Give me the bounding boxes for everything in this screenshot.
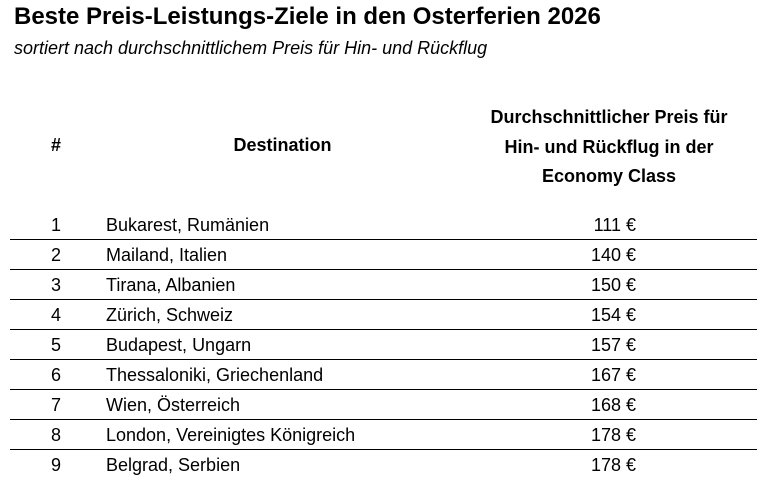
destination-cell: Wien, Österreich (106, 395, 241, 415)
price-cell: 111 € (593, 215, 636, 235)
column-header-price: Durchschnittlicher Preis für Hin- und Rü… (450, 103, 761, 192)
table-row: 5 Budapest, Ungarn 157 € (10, 330, 757, 360)
price-cell: 168 € (590, 395, 636, 415)
rank-cell: 1 (50, 215, 61, 235)
destination-cell: Budapest, Ungarn (106, 335, 252, 355)
table-row: 1 Bukarest, Rumänien 111 € (10, 210, 757, 240)
price-cell: 154 € (590, 305, 636, 325)
rank-cell: 3 (50, 275, 61, 295)
column-header-price-line-1: Durchschnittlicher Preis für (490, 107, 728, 127)
table-row: 7 Wien, Österreich 168 € (10, 390, 757, 420)
column-header-price-line-3: Economy Class (541, 166, 677, 186)
price-cell: 167 € (590, 365, 636, 385)
destination-cell: Bukarest, Rumänien (106, 215, 270, 235)
destination-cell: Tirana, Albanien (106, 275, 236, 295)
price-cell: 140 € (590, 245, 636, 265)
table-row: 6 Thessaloniki, Griechenland 167 € (10, 360, 757, 390)
page-subtitle: sortiert nach durchschnittlichem Preis f… (14, 38, 488, 58)
table-row: 3 Tirana, Albanien 150 € (10, 270, 757, 300)
price-cell: 157 € (590, 335, 636, 355)
destination-cell: Belgrad, Serbien (106, 455, 241, 475)
rank-cell: 2 (50, 245, 61, 265)
table-row: 8 London, Vereinigtes Königreich 178 € (10, 420, 757, 450)
rank-cell: 5 (50, 335, 61, 355)
destination-cell: Zürich, Schweiz (106, 305, 234, 325)
destination-cell: London, Vereinigtes Königreich (106, 425, 356, 445)
table-row: 4 Zürich, Schweiz 154 € (10, 300, 757, 330)
rank-cell: 8 (50, 425, 61, 445)
price-cell: 178 € (590, 455, 636, 475)
rank-cell: 4 (50, 305, 61, 325)
column-header-destination: Destination (233, 135, 332, 155)
rank-cell: 6 (50, 365, 61, 385)
table-row: 2 Mailand, Italien 140 € (10, 240, 757, 270)
table-row: 9 Belgrad, Serbien 178 € (10, 450, 757, 479)
price-cell: 178 € (590, 425, 636, 445)
destination-cell: Thessaloniki, Griechenland (106, 365, 324, 385)
rank-cell: 9 (50, 455, 61, 475)
column-header-rank: # (50, 135, 61, 155)
table-body: 1 Bukarest, Rumänien 111 € 2 Mailand, Italie… (10, 210, 757, 479)
price-cell: 150 € (590, 275, 636, 295)
column-header-price-line-2: Hin- und Rückflug in der (504, 136, 714, 157)
rank-cell: 7 (50, 395, 61, 415)
destination-cell: Mailand, Italien (106, 245, 228, 265)
page-title: Beste Preis-Leistungs-Ziele in den Oster… (14, 3, 601, 30)
